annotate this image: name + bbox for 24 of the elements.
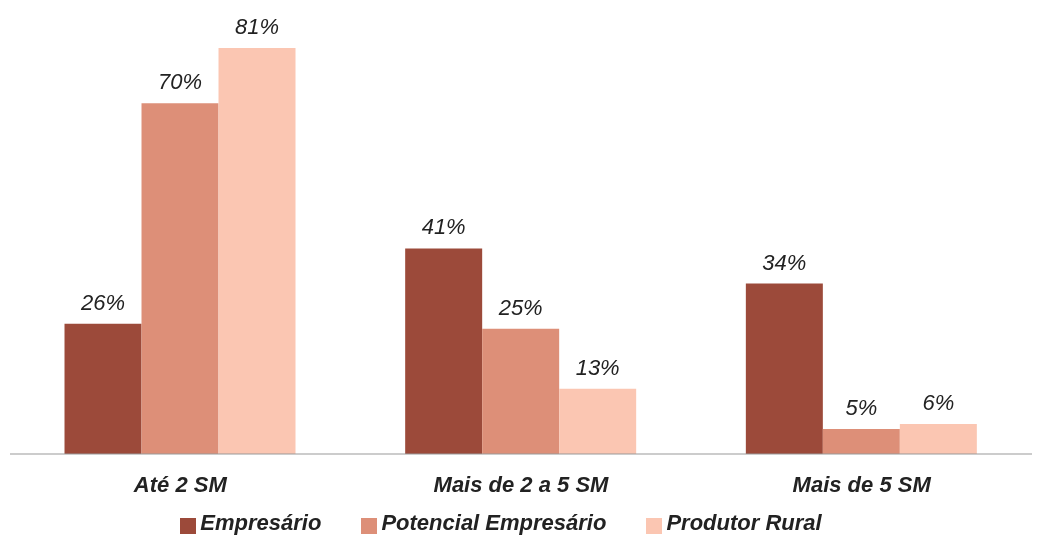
legend-label: Empresário	[200, 510, 322, 535]
data-label: 13%	[575, 354, 620, 380]
x-tick-label: Mais de 5 SM	[792, 471, 932, 497]
data-label: 81%	[234, 14, 280, 39]
data-label: 25%	[497, 294, 543, 320]
data-label: 70%	[157, 69, 203, 95]
bar	[64, 323, 142, 454]
data-label: 26%	[79, 289, 126, 315]
legend-label: Produtor Rural	[666, 510, 822, 535]
x-tick-label: Até 2 SM	[132, 471, 228, 497]
bar	[405, 248, 483, 454]
data-label: 5%	[845, 394, 878, 420]
bar	[218, 48, 296, 454]
legend-label: Potencial Empresário	[381, 510, 607, 535]
bar	[141, 103, 219, 454]
data-label: 6%	[922, 389, 955, 415]
x-tick-label: Mais de 2 a 5 SM	[433, 471, 610, 497]
bar	[822, 428, 900, 454]
data-label: 34%	[762, 249, 807, 275]
bar	[559, 388, 637, 454]
data-label: 41%	[421, 214, 466, 240]
bar	[482, 328, 560, 454]
bar	[745, 283, 823, 454]
bar	[899, 423, 977, 454]
